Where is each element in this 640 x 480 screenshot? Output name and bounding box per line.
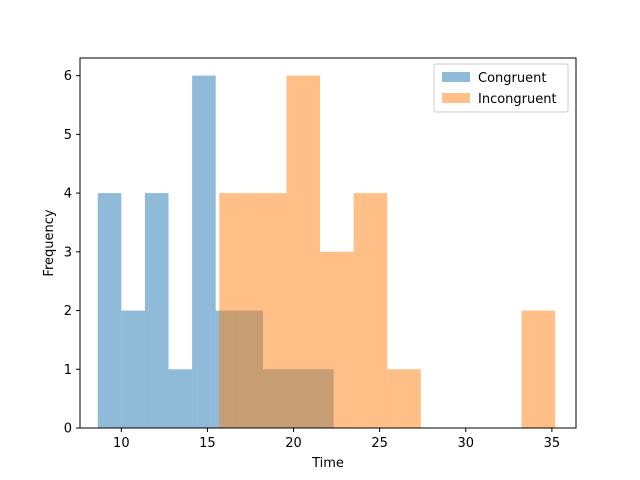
series-incongruent [219,75,556,428]
bar-congruent-0 [97,193,122,428]
y-tick-label: 4 [64,187,72,202]
bar-congruent-3 [168,369,193,428]
bar-congruent-1 [121,310,145,428]
x-tick-label: 30 [458,436,475,451]
bar-incongruent-9 [521,310,556,428]
x-tick-label: 20 [285,436,302,451]
x-tick-label: 10 [113,436,130,451]
bar-incongruent-2 [286,75,321,428]
x-tick-label: 35 [544,436,561,451]
bar-incongruent-3 [320,251,354,428]
legend-label-incongruent: Incongruent [478,92,557,107]
axes-frame [79,57,577,429]
bar-incongruent-5 [387,369,421,428]
y-tick-label: 5 [64,128,72,143]
y-axis-ticks: 0 1 2 3 4 5 6 [64,69,80,437]
bar-congruent-2 [144,193,169,428]
legend: Congruent Incongruent [433,63,569,113]
bar-incongruent-1 [252,193,287,428]
y-tick-label: 1 [64,363,72,378]
legend-label-congruent: Congruent [478,71,546,86]
x-axis-label: Time [311,456,344,471]
x-tick-label: 15 [199,436,216,451]
legend-swatch-incongruent [442,93,470,103]
y-tick-label: 0 [64,422,72,437]
y-axis-label: Frequency [42,209,57,276]
bar-incongruent-0 [219,193,253,428]
bar-congruent-4 [192,75,216,428]
y-tick-label: 6 [64,69,72,84]
y-tick-label: 2 [64,304,72,319]
y-tick-label: 3 [64,245,72,260]
x-tick-label: 25 [371,436,388,451]
histogram-bars [97,75,556,428]
bar-incongruent-4 [353,193,388,428]
x-axis-ticks: 10 15 20 25 30 35 [113,428,560,451]
legend-swatch-congruent [442,72,470,82]
